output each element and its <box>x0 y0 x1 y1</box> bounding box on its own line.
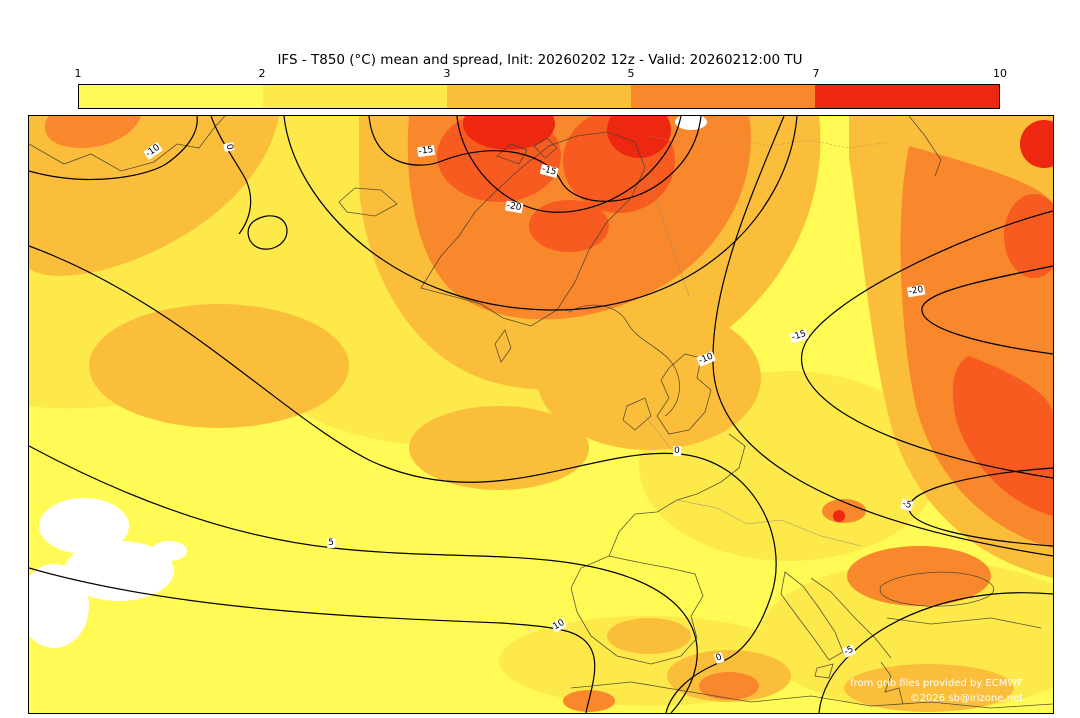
attribution-source: from grib files provided by ECMWF <box>850 678 1023 689</box>
contour-label: 5 <box>327 538 335 548</box>
colorbar-tick: 1 <box>74 67 82 80</box>
weather-map: -10 0 -15 -15 -20 -20 -15 -10 -5 0 5 10 … <box>28 115 1054 714</box>
colorbar-tick: 7 <box>812 67 820 80</box>
contour-label: 0 <box>673 446 681 456</box>
colorbar-segment <box>815 85 999 108</box>
attribution-copyright: ©2026 sb@irizone.net <box>909 693 1023 704</box>
europe-map-svg <box>29 116 1053 713</box>
colorbar-segment <box>631 85 815 108</box>
colorbar-tick: 5 <box>627 67 635 80</box>
page-title: IFS - T850 (°C) mean and spread, Init: 2… <box>277 52 803 68</box>
colorbar-tick: 10 <box>993 67 1007 80</box>
colorbar-tick: 2 <box>258 67 266 80</box>
colorbar-segment <box>263 85 447 108</box>
colorbar-segment <box>447 85 631 108</box>
colorbar <box>78 84 1000 109</box>
colorbar-tick: 3 <box>443 67 451 80</box>
colorbar-segment <box>79 85 263 108</box>
